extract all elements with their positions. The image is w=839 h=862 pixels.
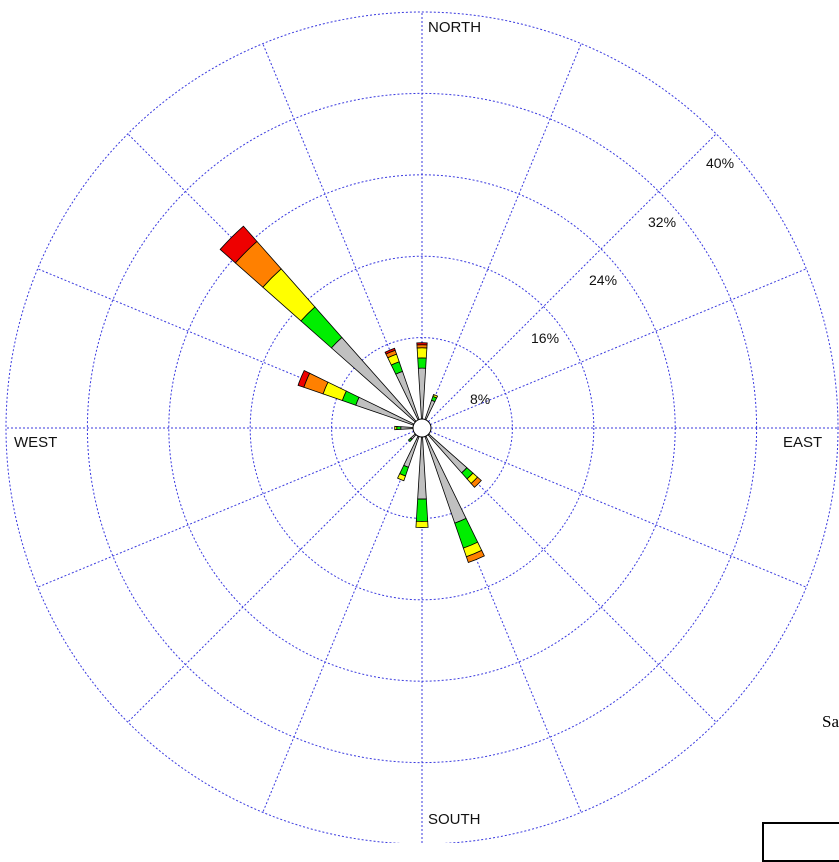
petal-N-bin-2 <box>416 347 428 359</box>
petal-WNW-bin-4 <box>297 369 311 388</box>
side-text-fragment: Sa <box>822 712 839 731</box>
wind-rose-chart: 8% 16% 24% 32% 40% NORTH EAST SOUTH WEST <box>5 11 839 843</box>
petal-S-bin-2 <box>415 520 429 528</box>
grid-spoke-SW <box>127 434 416 723</box>
petal-W-bin-0 <box>400 426 414 430</box>
petal-SSW-bin-0 <box>403 435 420 468</box>
grid-spoke-SSW <box>262 436 420 813</box>
petal-SSW-bin-2 <box>397 473 406 482</box>
petal-NNE-bin-2 <box>432 393 439 399</box>
petal-N-bin-3 <box>416 344 428 349</box>
grid-spoke-NE <box>428 133 717 422</box>
legend-box-fragment <box>762 822 839 862</box>
petal-SW-bin-1 <box>407 437 413 443</box>
compass-west-label: WEST <box>14 434 57 451</box>
petal-SSE-bin-3 <box>465 549 485 564</box>
petal-S-bin-0 <box>417 436 427 500</box>
grid-spoke-ESE <box>430 430 807 588</box>
ring-label-32: 32% <box>648 214 676 230</box>
compass-east-label: EAST <box>783 434 822 451</box>
ring-labels: 8% 16% 24% 32% 40% <box>470 155 734 407</box>
compass-north-label: NORTH <box>428 19 481 36</box>
petal-NNW-bin-4 <box>384 347 396 355</box>
petal-NNE-bin-0 <box>424 399 436 421</box>
petal-W-bin-1 <box>396 426 402 430</box>
grid-spoke-NNE <box>424 43 582 420</box>
petal-N-bin-4 <box>416 342 428 346</box>
grid-ring-40 <box>5 11 839 843</box>
compass-south-label: SOUTH <box>428 811 481 828</box>
petal-NW-bin-4 <box>219 225 258 264</box>
ring-label-40: 40% <box>706 155 734 171</box>
calm-circle <box>412 418 432 438</box>
ring-label-16: 16% <box>531 330 559 346</box>
wind-petals <box>219 225 485 564</box>
grid-ring-16 <box>249 255 595 601</box>
ring-label-24: 24% <box>589 272 617 288</box>
petal-N-bin-1 <box>417 357 427 369</box>
ring-label-8: 8% <box>470 391 490 407</box>
grid-spoke-WSW <box>37 430 414 588</box>
petal-W-bin-2 <box>394 425 398 431</box>
petal-S-bin-1 <box>415 498 429 522</box>
petal-N-bin-0 <box>417 367 427 420</box>
petal-SE-bin-3 <box>470 476 482 488</box>
